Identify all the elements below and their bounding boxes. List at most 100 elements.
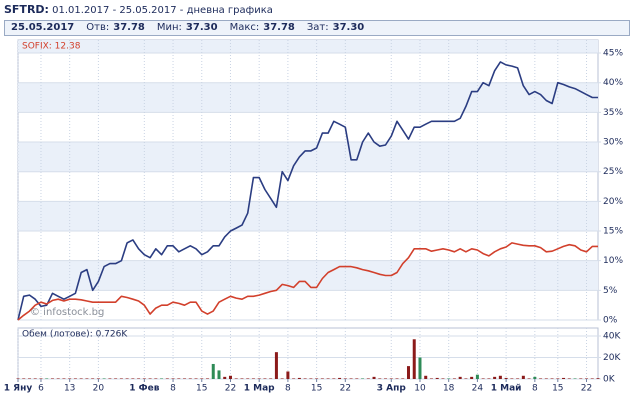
volume-bar [510,378,514,379]
x-tick-label: 1 Фев [129,384,159,394]
volume-bar [424,375,428,379]
volume-bar [188,378,192,379]
volume-bar [458,376,462,379]
volume-bar [378,378,382,379]
volume-bar [493,376,497,379]
y-tick-label: 40% [603,78,623,88]
volume-bar [567,378,571,379]
legend-entry: SOFIX: 12.38 [22,42,81,52]
volume-bar [68,378,72,379]
volume-bar [125,378,129,379]
volume-bar [148,378,152,379]
y-tick-label: 0% [603,316,618,326]
y-tick-label: 35% [603,108,623,118]
volume-bar [274,352,278,379]
volume-bar [487,378,491,379]
volume-bar [286,371,290,379]
grid-band [18,260,598,291]
volume-bar [177,378,181,379]
y-tick-label: 0K [603,375,616,385]
volume-bar [297,377,301,379]
period: 01.01.2017 - 25.05.2017 - дневна графика [52,5,273,16]
volume-bar [332,378,336,379]
volume-bar [263,378,267,379]
volume-bar [79,378,83,379]
volume-bar [217,370,221,379]
volume-bar [165,378,169,379]
volume-bar [154,378,158,379]
volume-bar [257,378,261,379]
x-tick-label: 8 [532,384,538,394]
grid-band [18,40,598,54]
volume-bar [194,378,198,379]
info-value: 37.78 [263,22,295,33]
x-tick-label: 22 [340,384,351,394]
volume-bar [435,377,439,379]
volume-bar [504,377,508,379]
volume-bar [91,378,95,379]
volume-bar [418,357,422,379]
x-tick-label: 3 Апр [377,384,407,394]
volume-bar [16,378,20,379]
volume-bar [349,378,353,379]
y-tick-label: 10% [603,256,623,266]
info-label: Отв: [86,22,110,33]
volume-bar [326,378,330,379]
grid-band [18,201,598,232]
volume-bar [50,378,54,379]
y-tick-label: 40K [603,332,621,342]
volume-bar [361,378,365,379]
x-tick-label: 10 [414,384,426,394]
volume-bar [481,378,485,379]
info-value: 37.30 [185,22,218,33]
x-tick-label: 15 [552,384,563,394]
x-tick-label: 22 [225,384,236,394]
info-bar: 25.05.2017 Отв: 37.78 Мин: 37.30 Макс: 37.78 За… [4,20,630,36]
y-tick-label: 20% [603,197,623,207]
volume-bar [395,378,399,379]
volume-bar [521,375,525,379]
volume-bar [246,378,250,379]
header: SFTRD: 01.01.2017 - 25.05.2017 - дневна … [4,3,273,16]
volume-bar [343,378,347,379]
x-tick-label: 1 Май [491,384,522,394]
volume-title: Обем (лотове): 0.726K [22,330,128,340]
volume-bar [200,378,204,379]
volume-bar [447,378,451,379]
info-label: Мин: [156,22,182,33]
volume-bar [366,378,370,379]
y-tick-label: 25% [603,167,623,177]
volume-bar [562,377,566,379]
volume-bar [320,378,324,379]
volume-bar [183,378,187,379]
line-series [17,242,598,321]
volume-bar [527,378,531,379]
volume-bar [292,378,296,379]
volume-bar [45,378,49,379]
grid-band [18,82,598,113]
x-tick-label: 8 [285,384,291,394]
volume-bar [33,378,37,379]
volume-bar [550,378,554,379]
volume-bar [596,378,600,379]
volume-bar [211,363,215,379]
volume-bar [142,378,146,379]
volume-bar [269,378,273,379]
volume-bar [240,378,244,379]
x-tick-label: 6 [38,384,44,394]
volume-bar [579,378,583,379]
volume-bar [114,378,118,379]
volume-bar [85,378,89,379]
volume-bar [160,378,164,379]
volume-bar [303,378,307,379]
y-tick-label: 30% [603,138,623,148]
info-label: Зат: [306,22,329,33]
volume-bar [429,378,433,379]
volume-bar [384,378,388,379]
volume-bar [585,378,589,379]
volume-bar [533,376,537,379]
volume-bar [516,378,520,379]
volume-bar [102,378,106,379]
